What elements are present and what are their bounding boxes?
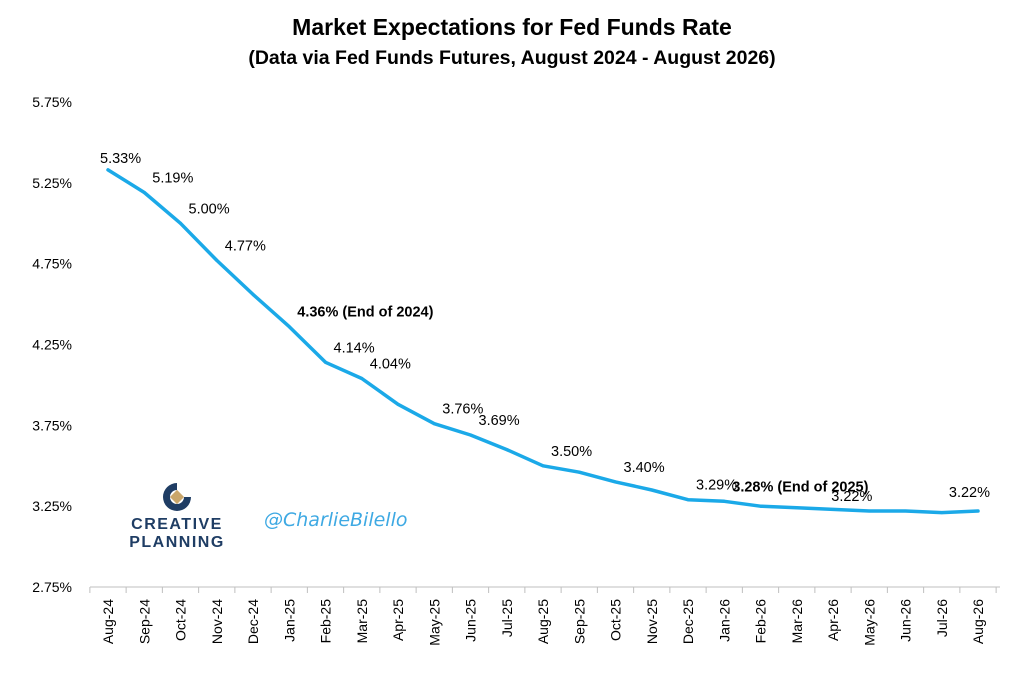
data-point	[722, 499, 726, 503]
data-point	[251, 292, 255, 296]
data-point	[831, 507, 835, 511]
data-point	[432, 422, 436, 426]
data-point	[614, 480, 617, 484]
x-tick-label: Sep-25	[571, 599, 587, 644]
data-point	[142, 191, 146, 195]
data-label: 4.77%	[225, 238, 266, 254]
data-label: 4.36% (End of 2024)	[297, 305, 433, 321]
data-point	[505, 448, 509, 452]
x-tick-label: Oct-24	[173, 599, 189, 641]
data-label: 4.14%	[334, 340, 375, 356]
x-tick-label: Feb-26	[753, 599, 769, 644]
data-point	[106, 168, 110, 172]
logo-mark-icon	[163, 483, 191, 511]
x-tick-label: Aug-26	[970, 599, 986, 644]
x-tick-label: Feb-25	[318, 599, 334, 644]
data-point	[795, 506, 799, 510]
x-tick-label: Mar-25	[354, 599, 370, 644]
series-line	[106, 168, 980, 515]
data-point	[867, 509, 871, 513]
y-tick-label: 5.25%	[32, 175, 72, 191]
data-point	[904, 509, 907, 513]
data-label: 3.29%	[696, 478, 737, 494]
x-tick-label: Nov-25	[644, 599, 660, 644]
x-tick-label: Aug-24	[100, 599, 116, 644]
logo-text-line2: PLANNING	[129, 534, 225, 551]
x-tick-label: Dec-24	[245, 599, 261, 644]
logo-text-line1: CREATIVE	[131, 516, 223, 533]
data-label: 3.22%	[831, 489, 872, 505]
x-tick-label: Dec-25	[680, 599, 696, 644]
data-point	[577, 470, 581, 474]
x-tick-label: May-26	[861, 599, 877, 646]
data-label: 4.04%	[370, 356, 411, 372]
data-label: 5.00%	[189, 201, 230, 217]
data-label: 3.28% (End of 2025)	[732, 479, 868, 495]
data-point	[396, 402, 400, 406]
x-tick-label: May-25	[426, 599, 442, 646]
x-tick-label: Mar-26	[789, 599, 805, 644]
y-tick-label: 5.75%	[32, 94, 72, 110]
x-tick-label: Jul-26	[934, 599, 950, 637]
data-label: 3.22%	[949, 485, 990, 501]
x-tick-label: Aug-25	[535, 599, 551, 644]
data-label: 3.40%	[624, 460, 665, 476]
y-tick-label: 4.75%	[32, 256, 72, 272]
x-tick-label: Jul-25	[499, 599, 515, 637]
x-tick-label: Nov-24	[209, 599, 225, 644]
data-point	[215, 258, 219, 262]
x-tick-label: Oct-25	[608, 599, 624, 641]
data-label: 5.19%	[152, 171, 193, 187]
data-point	[686, 498, 690, 502]
data-point	[976, 509, 980, 513]
data-point	[469, 433, 472, 437]
author-handle: @CharlieBilello	[264, 509, 408, 531]
data-label: 3.76%	[442, 402, 483, 418]
x-tick-label: Jun-25	[463, 599, 479, 642]
x-tick-label: Apr-26	[825, 599, 841, 641]
chart-title: Market Expectations for Fed Funds Rate	[292, 14, 732, 40]
data-point	[650, 488, 654, 492]
data-label: 3.69%	[479, 413, 520, 429]
x-tick-label: Jun-26	[898, 599, 914, 642]
data-point	[179, 221, 182, 225]
x-tick-label: Sep-24	[136, 599, 152, 644]
data-point	[541, 464, 545, 468]
data-label: 3.50%	[551, 444, 592, 460]
data-point	[324, 360, 327, 364]
data-point	[287, 325, 291, 329]
data-point	[940, 511, 944, 515]
y-tick-label: 3.25%	[32, 498, 72, 514]
x-tick-label: Jan-26	[716, 599, 732, 642]
creative-planning-logo: CREATIVE PLANNING	[118, 480, 248, 552]
data-label: 5.33%	[100, 151, 141, 167]
chart-subtitle: (Data via Fed Funds Futures, August 2024…	[248, 47, 776, 69]
y-tick-label: 3.75%	[32, 417, 72, 433]
y-tick-label: 2.75%	[32, 579, 72, 595]
y-tick-label: 4.25%	[32, 337, 72, 353]
data-point	[759, 504, 762, 508]
x-tick-label: Apr-25	[390, 599, 406, 641]
data-point	[360, 376, 364, 380]
x-tick-label: Jan-25	[281, 599, 297, 642]
